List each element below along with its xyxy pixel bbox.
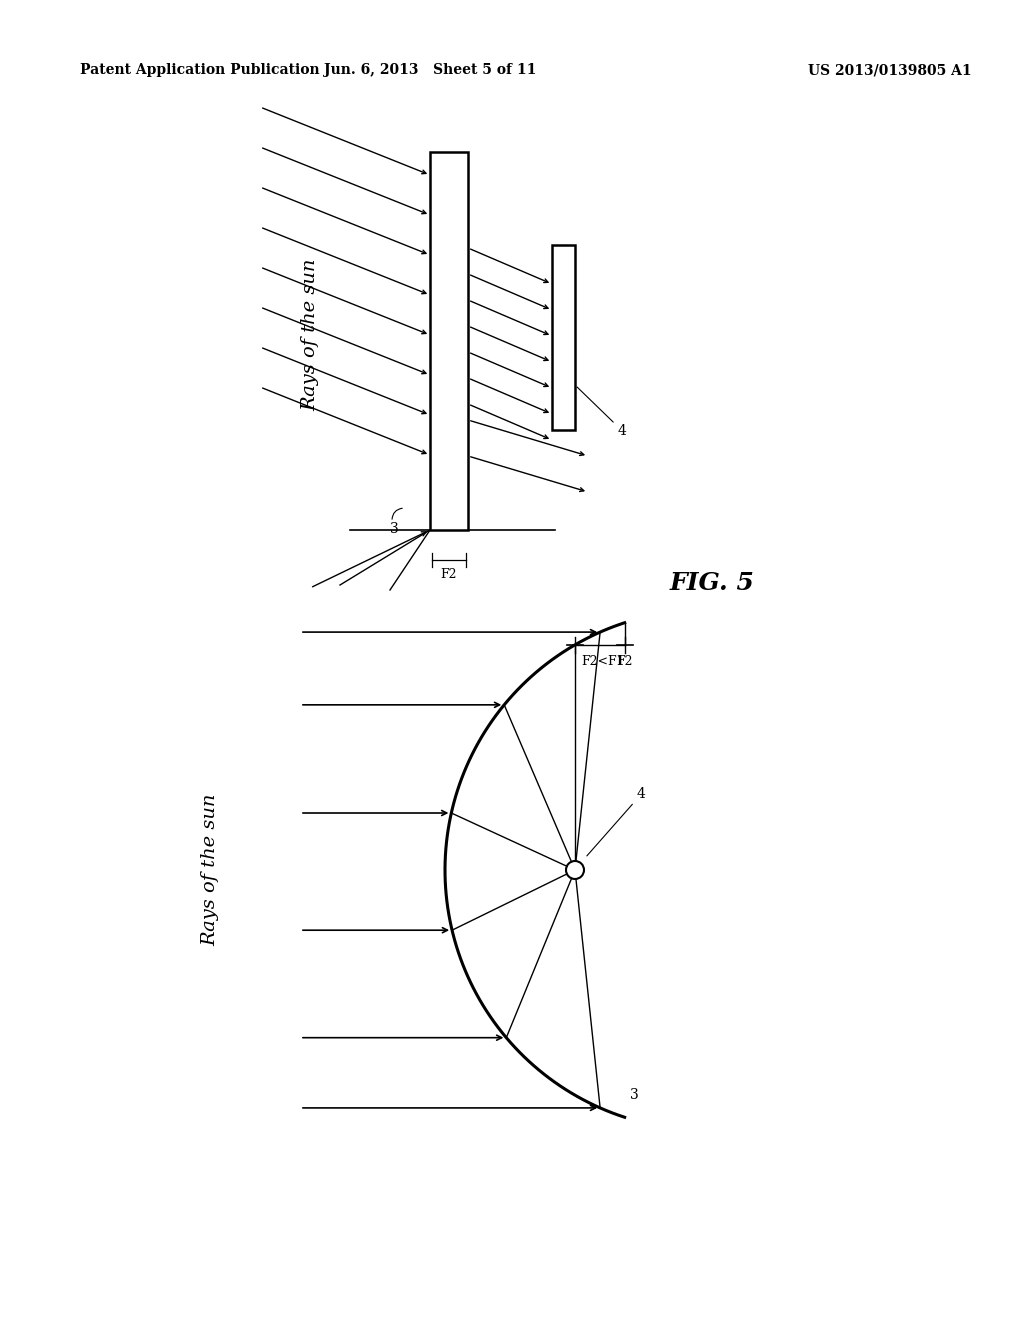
- Text: FIG. 5: FIG. 5: [670, 572, 755, 595]
- Text: 3: 3: [390, 521, 398, 536]
- Text: US 2013/0139805 A1: US 2013/0139805 A1: [808, 63, 972, 77]
- Text: Patent Application Publication: Patent Application Publication: [80, 63, 319, 77]
- Polygon shape: [430, 152, 468, 531]
- Text: Jun. 6, 2013   Sheet 5 of 11: Jun. 6, 2013 Sheet 5 of 11: [324, 63, 537, 77]
- Circle shape: [566, 861, 584, 879]
- Polygon shape: [552, 246, 575, 430]
- Text: Rays of the sun: Rays of the sun: [301, 259, 319, 412]
- Text: F2<F1: F2<F1: [581, 655, 625, 668]
- Text: 3: 3: [630, 1088, 638, 1102]
- Text: F2: F2: [440, 568, 458, 581]
- Text: 4: 4: [587, 787, 646, 855]
- Text: F2: F2: [616, 655, 633, 668]
- Text: Rays of the sun: Rays of the sun: [201, 793, 219, 946]
- Text: 4: 4: [577, 387, 627, 438]
